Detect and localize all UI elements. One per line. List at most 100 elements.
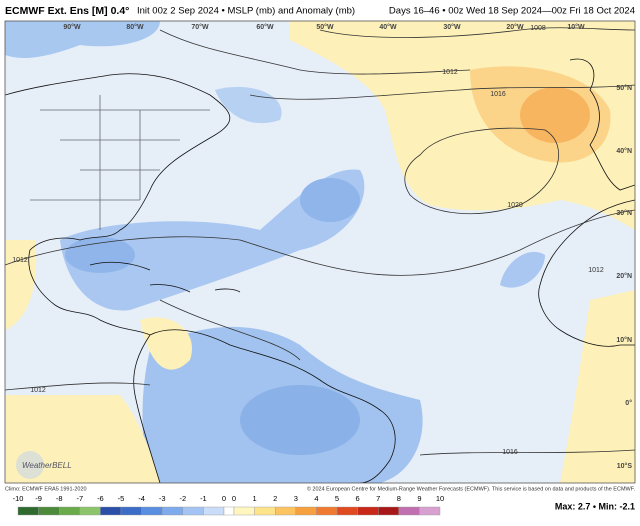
- colorbar-label: -7: [76, 494, 83, 503]
- positive-anomaly: [5, 395, 160, 483]
- isobar: [159, 29, 471, 75]
- latitude-label: 10°S: [617, 462, 633, 470]
- colorbar-segment: [161, 506, 183, 516]
- isobar-label: 1012: [442, 69, 458, 76]
- isobar-label: 1012: [588, 267, 604, 274]
- colorbar-label: 0: [232, 494, 236, 503]
- colorbar-label: -4: [138, 494, 145, 503]
- colorbar-label: -6: [97, 494, 104, 503]
- colorbar-segment: [100, 506, 122, 516]
- coastline: [569, 58, 635, 191]
- isobar: [404, 127, 560, 215]
- colorbar-segment: [223, 506, 235, 516]
- colorbar-segment: [419, 506, 441, 516]
- positive-anomaly: [140, 317, 192, 370]
- map-frame: [4, 20, 636, 484]
- colorbar-label: -5: [118, 494, 125, 503]
- latitude-labels: 50°N 40°N 30°N 20°N 10°N 0° 10°S: [616, 84, 632, 470]
- colorbar-segment: [79, 506, 101, 516]
- longitude-label: 60°W: [256, 23, 274, 31]
- negative-anomaly: [500, 251, 545, 288]
- colorbar-label: 4: [314, 494, 318, 503]
- isobar: [319, 27, 635, 38]
- colorbar-label: 9: [417, 494, 421, 503]
- colorbar-segment: [38, 506, 60, 516]
- isobar-labels: 1008 1012 1016 1020 1012 1012 1016 1012: [12, 25, 604, 456]
- colorbar-segment: [378, 506, 400, 516]
- colorbar-segment: [316, 506, 338, 516]
- negative-anomaly: [65, 237, 135, 273]
- colorbar: -10 -9 -8 -7 -6 -5 -4 -3 -2 -1 0 0 1 2 3 4 5 6 7 8 9 10: [13, 494, 444, 516]
- negative-anomaly: [60, 169, 365, 311]
- colorbar-label: -1: [200, 494, 207, 503]
- isobar-label: 1016: [502, 449, 518, 456]
- latitude-label: 50°N: [616, 84, 632, 92]
- colorbar-segment: [357, 506, 379, 516]
- colorbar-segment: [59, 506, 81, 516]
- coastline: [133, 334, 161, 483]
- colorbar-label: 2: [273, 494, 277, 503]
- copyright: © 2024 European Centre for Medium-Range …: [307, 485, 636, 492]
- colorbar-label: 1: [253, 494, 257, 503]
- negative-anomaly: [5, 21, 160, 58]
- colorbar-segment: [17, 506, 39, 516]
- latitude-label: 10°N: [616, 336, 632, 344]
- colorbar-label: -2: [179, 494, 186, 503]
- title: ECMWF Ext. Ens [M] 0.4°: [5, 5, 129, 17]
- negative-anomaly: [300, 178, 360, 222]
- colorbar-segment: [398, 506, 420, 516]
- negative-anomaly: [215, 86, 282, 124]
- colorbar-label: 0: [222, 494, 226, 503]
- isobar-label: 1012: [12, 257, 28, 264]
- longitude-label: 20°W: [506, 23, 524, 31]
- colorbar-label: 8: [397, 494, 401, 503]
- colorbar-segment: [233, 506, 255, 516]
- coastline: [5, 73, 231, 336]
- isobar: [249, 84, 635, 100]
- longitude-label: 70°W: [191, 23, 209, 31]
- positive-anomaly: [520, 87, 590, 143]
- logo: WeatherBELL: [22, 461, 72, 470]
- subtitle: Init 00z 2 Sep 2024 • MSLP (mb) and Anom…: [137, 6, 355, 17]
- colorbar-label: -10: [13, 494, 24, 503]
- colorbar-label: 6: [356, 494, 360, 503]
- isobar-label: 1020: [507, 202, 523, 209]
- map: 90°W 80°W 70°W 60°W 50°W 40°W 30°W 20°W 10°W 50°…: [4, 20, 636, 484]
- colorbar-label: -9: [35, 494, 42, 503]
- borders: [30, 95, 210, 230]
- latitude-label: 0°: [625, 399, 632, 407]
- logo-mark: [16, 451, 44, 479]
- colorbar-segment: [203, 506, 225, 516]
- climo-note: Climo: ECMWF ERA5 1991-2020: [5, 486, 87, 492]
- positive-anomaly: [560, 290, 635, 483]
- colorbar-label: -3: [159, 494, 166, 503]
- isobar: [5, 299, 301, 391]
- colorbar-segment: [254, 506, 276, 516]
- colorbar-segment: [275, 506, 297, 516]
- valid-time: Days 16–46 • 00z Wed 18 Sep 2024—00z Fri…: [389, 6, 635, 17]
- longitude-labels: 90°W 80°W 70°W 60°W 50°W 40°W 30°W 20°W 10°W: [63, 23, 585, 31]
- coastline: [149, 329, 396, 483]
- colorbar-label: 5: [335, 494, 339, 503]
- longitude-label: 90°W: [63, 23, 81, 31]
- colorbar-segment: [336, 506, 358, 516]
- colorbar-segment: [295, 506, 317, 516]
- coastline: [538, 199, 635, 347]
- negative-anomaly: [240, 385, 360, 455]
- colorbar-segment: [120, 506, 142, 516]
- longitude-label: 40°W: [379, 23, 397, 31]
- longitude-label: 50°W: [316, 23, 334, 31]
- colorbar-label: 10: [436, 494, 444, 503]
- colorbar-label: -8: [56, 494, 63, 503]
- latitude-label: 30°N: [616, 209, 632, 217]
- max-min: Max: 2.7 • Min: -2.1: [555, 501, 635, 511]
- isobar-label: 1012: [30, 387, 46, 394]
- colorbar-label: 3: [294, 494, 298, 503]
- colorbar-segment: [182, 506, 204, 516]
- isobar-label: 1016: [490, 91, 506, 98]
- latitude-label: 20°N: [616, 272, 632, 280]
- colorbar-label: 7: [376, 494, 380, 503]
- isobar: [5, 209, 635, 276]
- colorbar-segment: [141, 506, 163, 516]
